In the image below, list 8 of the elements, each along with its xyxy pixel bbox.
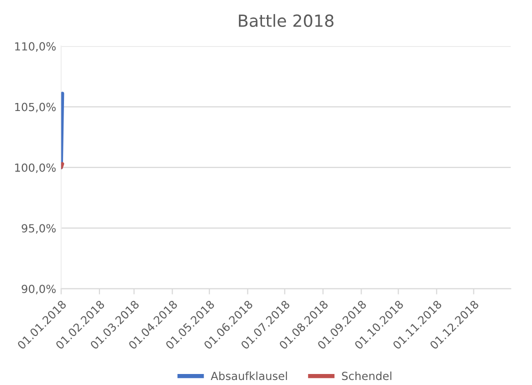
chart-title: Battle 2018	[238, 14, 334, 27]
legend-label: Schendel	[342, 372, 392, 380]
y-tick-label: 95,0%	[22, 224, 56, 234]
y-tick-label: 90,0%	[22, 284, 56, 294]
y-tick-label: 110,0%	[15, 42, 56, 52]
y-tick-label: 105,0%	[15, 102, 56, 112]
y-tick-label: 100,0%	[15, 163, 56, 173]
legend-label: Absaufklausel	[210, 372, 287, 380]
